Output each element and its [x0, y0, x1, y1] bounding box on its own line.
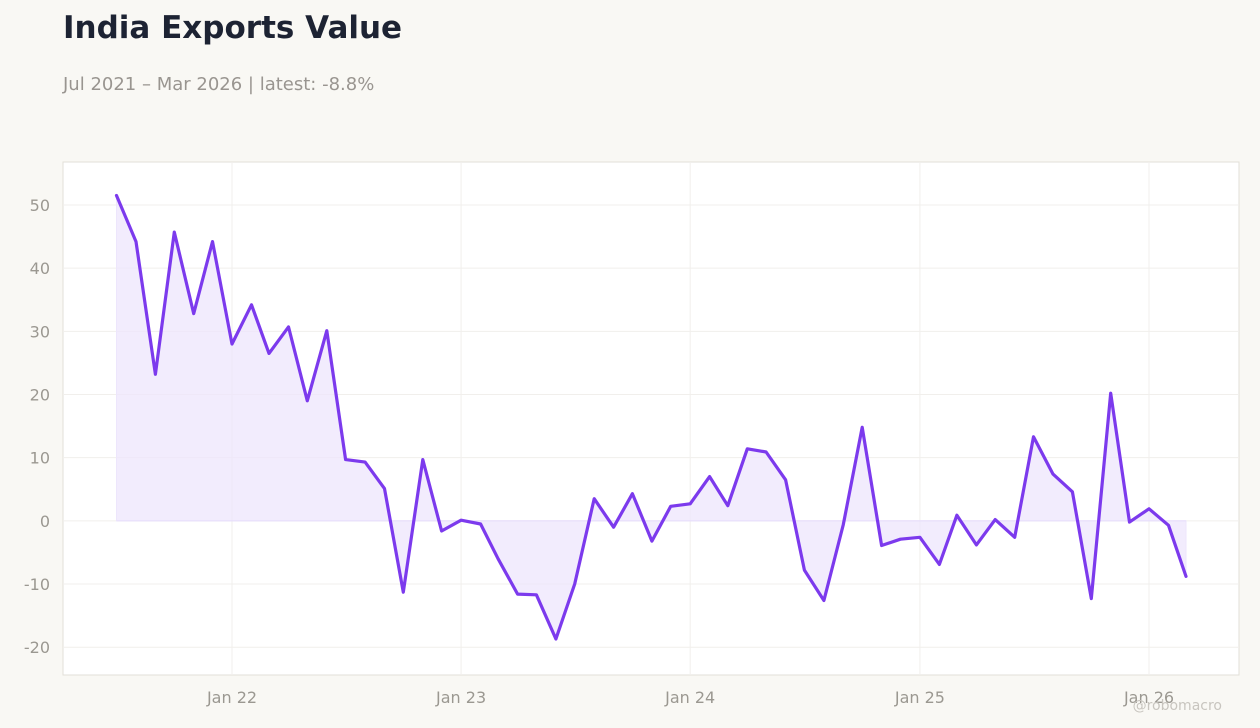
y-tick-label: -20 — [24, 638, 50, 657]
data-point — [841, 523, 845, 527]
y-tick-label: -10 — [24, 575, 50, 594]
x-tick-label: Jan 25 — [894, 688, 945, 707]
data-point — [325, 329, 329, 333]
data-point — [1128, 520, 1132, 524]
y-tick-label: 30 — [30, 322, 50, 341]
line-layer — [114, 193, 1188, 641]
data-point — [1013, 535, 1017, 539]
data-point — [383, 487, 387, 491]
y-tick-label: 0 — [40, 512, 50, 531]
chart-title: India Exports Value — [63, 10, 403, 46]
data-point — [344, 458, 348, 462]
data-point — [745, 447, 749, 451]
data-point — [708, 475, 712, 479]
x-tick-label: Jan 26 — [1123, 688, 1174, 707]
data-point — [669, 504, 673, 508]
data-point — [802, 568, 806, 572]
data-point — [534, 593, 538, 597]
data-point — [363, 460, 367, 464]
data-point — [287, 325, 291, 329]
data-point — [305, 399, 309, 403]
data-point — [267, 351, 271, 355]
data-point — [1089, 597, 1093, 601]
data-point — [115, 194, 119, 198]
data-point — [650, 539, 654, 543]
data-point — [937, 562, 941, 566]
data-point — [1051, 472, 1055, 476]
data-point — [822, 599, 826, 603]
data-point — [421, 458, 425, 462]
x-tick-label: Jan 23 — [435, 688, 486, 707]
data-point — [134, 240, 138, 244]
data-point — [479, 522, 483, 526]
data-point — [993, 518, 997, 522]
data-point — [172, 230, 176, 234]
data-point — [554, 637, 558, 641]
y-tick-label: 40 — [30, 259, 50, 278]
data-point — [459, 518, 463, 522]
data-point — [1032, 435, 1036, 439]
x-tick-label: Jan 24 — [664, 688, 715, 707]
y-tick-label: 50 — [30, 196, 50, 215]
y-tick-label: 10 — [30, 449, 50, 468]
chart-subtitle: Jul 2021 – Mar 2026 | latest: -8.8% — [63, 74, 375, 95]
data-point — [1070, 490, 1074, 494]
data-point — [401, 590, 405, 594]
data-point — [1167, 523, 1171, 527]
y-tick-label: 20 — [30, 385, 50, 404]
data-point — [250, 303, 254, 307]
data-point — [764, 450, 768, 454]
data-point — [230, 342, 234, 346]
data-point — [688, 502, 692, 506]
data-point — [592, 497, 596, 501]
data-point — [211, 240, 215, 244]
watermark-label: @robomacro — [1133, 698, 1222, 714]
data-point — [630, 492, 634, 496]
data-point — [784, 478, 788, 482]
data-point — [1184, 574, 1188, 578]
data-point — [955, 513, 959, 517]
data-point — [496, 557, 500, 561]
data-point — [918, 535, 922, 539]
data-point — [573, 582, 577, 586]
axis-labels: 50 40 30 20 10 0 -10 -20 Jan 22 Jan 23 Jan 24 Jan 2… — [24, 196, 1174, 707]
data-point — [192, 312, 196, 316]
data-point — [153, 372, 157, 376]
data-point — [898, 537, 902, 541]
data-point — [974, 543, 978, 547]
data-point — [880, 544, 884, 548]
x-tick-label: Jan 22 — [206, 688, 257, 707]
data-point — [612, 525, 616, 529]
data-point — [1147, 507, 1151, 511]
data-point — [726, 504, 730, 508]
data-point — [440, 529, 444, 533]
data-point — [1109, 391, 1113, 395]
series-line — [114, 193, 1188, 641]
data-point — [516, 592, 520, 596]
data-point — [860, 425, 864, 429]
